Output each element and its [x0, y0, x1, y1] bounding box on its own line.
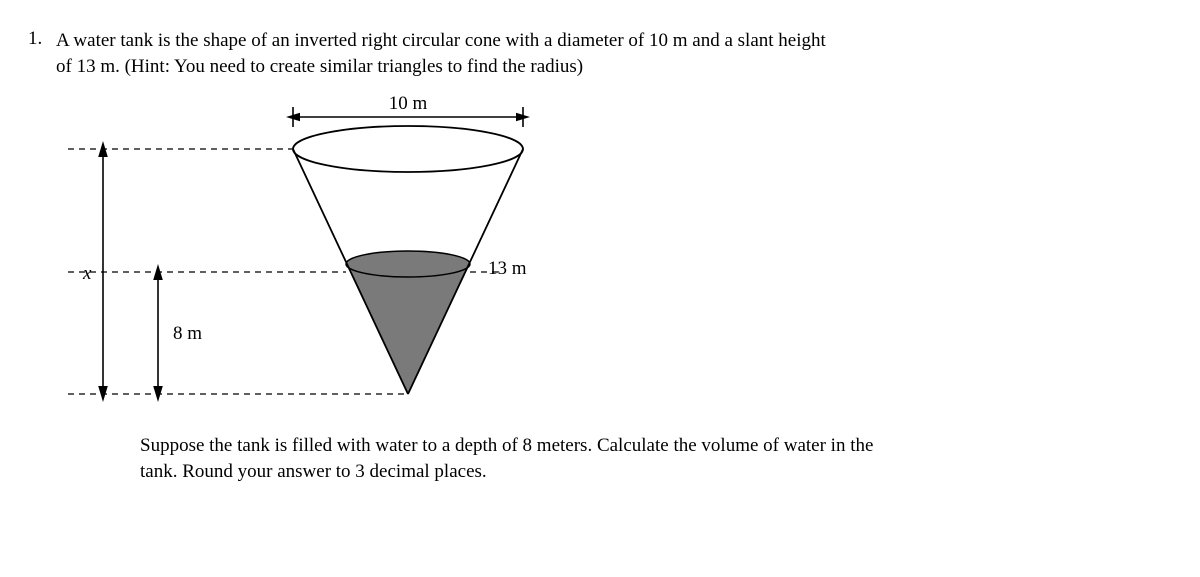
question-line-2: tank. Round your answer to 3 decimal pla…	[140, 459, 1172, 485]
x-variable-label: x	[82, 263, 92, 284]
page: 1. A water tank is the shape of an inver…	[0, 0, 1200, 485]
cone-diagram: 10 m 13 m x 8 m	[28, 89, 628, 419]
statement-line-1: A water tank is the shape of an inverted…	[56, 28, 1172, 54]
problem-text: A water tank is the shape of an inverted…	[56, 28, 1172, 79]
top-diameter-label: 10 m	[389, 93, 428, 114]
problem-statement-row: 1. A water tank is the shape of an inver…	[28, 28, 1172, 79]
question-line-1: Suppose the tank is filled with water to…	[140, 433, 1172, 459]
figure-container: 10 m 13 m x 8 m	[28, 89, 1172, 419]
slant-height-label: 13 m	[488, 258, 527, 279]
question-block: Suppose the tank is filled with water to…	[28, 433, 1172, 484]
problem-number: 1.	[28, 28, 56, 50]
statement-line-2: of 13 m. (Hint: You need to create simil…	[56, 54, 1172, 80]
water-depth-label: 8 m	[173, 323, 202, 344]
